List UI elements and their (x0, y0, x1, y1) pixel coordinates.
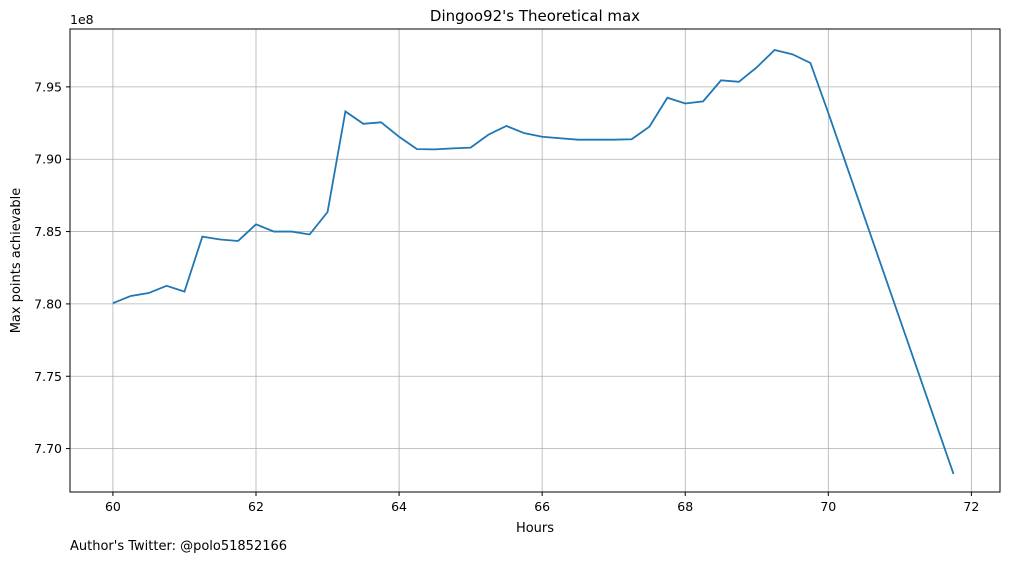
y-tick-label: 7.95 (34, 79, 62, 94)
y-tick-label: 7.70 (34, 441, 62, 456)
y-tick-label: 7.90 (34, 152, 62, 167)
author-credit: Author's Twitter: @polo51852166 (70, 539, 287, 554)
y-tick-label: 7.85 (34, 224, 62, 239)
x-tick-label: 60 (105, 499, 121, 514)
y-axis-offset-label: 1e8 (70, 12, 94, 27)
x-tick-label: 72 (963, 499, 979, 514)
x-tick-label: 64 (391, 499, 407, 514)
y-tick-label: 7.80 (34, 296, 62, 311)
y-axis-label: Max points achievable (9, 188, 24, 334)
series-line-max-points (112, 48, 955, 475)
chart-title: Dingoo92's Theoretical max (430, 7, 640, 25)
x-axis-label: Hours (516, 521, 554, 536)
grid-lines (70, 29, 1000, 492)
x-tick-label: 68 (677, 499, 693, 514)
plot-area-frame (69, 28, 1001, 493)
x-tick-label: 62 (248, 499, 264, 514)
x-axis-ticks: 60 62 64 66 68 70 72 (105, 492, 979, 514)
x-tick-label: 70 (820, 499, 836, 514)
y-tick-label: 7.75 (34, 369, 62, 384)
y-axis-ticks: 7.70 7.75 7.80 7.85 7.90 7.95 (34, 79, 70, 456)
x-tick-label: 66 (534, 499, 550, 514)
